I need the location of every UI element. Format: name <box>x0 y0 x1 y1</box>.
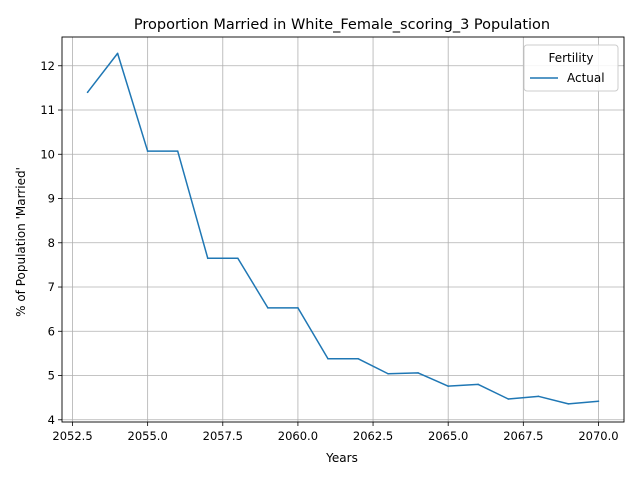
x-tick-label: 2057.5 <box>203 429 243 443</box>
y-tick-label: 6 <box>48 324 55 338</box>
x-tick-label: 2070.0 <box>578 429 618 443</box>
x-axis-label: Years <box>325 451 358 465</box>
y-tick-label: 11 <box>40 103 55 117</box>
legend: Fertility Actual <box>523 44 619 92</box>
data-point <box>507 398 510 400</box>
x-tick-label: 2052.5 <box>52 429 92 443</box>
data-point <box>237 257 239 260</box>
series-lines <box>86 52 600 405</box>
x-tick-label: 2060.0 <box>278 429 318 443</box>
data-point <box>387 372 389 375</box>
x-tick-label: 2055.0 <box>128 429 168 443</box>
legend-label-actual: Actual <box>567 71 605 85</box>
y-tick-label: 10 <box>40 147 55 161</box>
y-axis-label: % of Population 'Married' <box>14 167 28 317</box>
data-point <box>116 52 119 55</box>
data-point <box>477 383 480 386</box>
data-point <box>146 150 149 152</box>
data-point <box>206 257 209 260</box>
chart-title: Proportion Married in White_Female_scori… <box>134 17 550 33</box>
plot-area-frame <box>61 36 625 423</box>
data-point <box>447 385 449 387</box>
y-tick-label: 7 <box>48 280 55 294</box>
data-point <box>357 357 359 360</box>
data-point <box>567 403 570 405</box>
y-tick-label: 8 <box>48 236 55 250</box>
data-point <box>176 150 179 152</box>
y-tick-label: 5 <box>48 369 55 383</box>
grid-lines <box>62 37 624 422</box>
y-tick-label: 4 <box>48 413 55 427</box>
y-axis: 4 5 6 7 8 9 10 11 12 <box>40 59 62 427</box>
y-tick-label: 12 <box>40 59 55 73</box>
data-point <box>327 357 329 360</box>
x-tick-label: 2065.0 <box>428 429 468 443</box>
data-point <box>297 307 299 309</box>
x-tick-label: 2062.5 <box>353 429 393 443</box>
x-tick-label: 2067.5 <box>503 429 543 443</box>
data-point <box>537 395 540 398</box>
x-axis: 2052.5 2055.0 2057.5 2060.0 2062.5 2065.0 2067… <box>52 422 619 443</box>
data-point <box>86 91 89 94</box>
series-line-actual <box>86 52 599 405</box>
data-point <box>267 307 269 309</box>
data-point <box>597 400 600 403</box>
legend-box <box>523 44 619 92</box>
legend-title: Fertility <box>548 51 593 65</box>
data-point <box>417 372 419 374</box>
y-tick-label: 9 <box>48 192 55 206</box>
